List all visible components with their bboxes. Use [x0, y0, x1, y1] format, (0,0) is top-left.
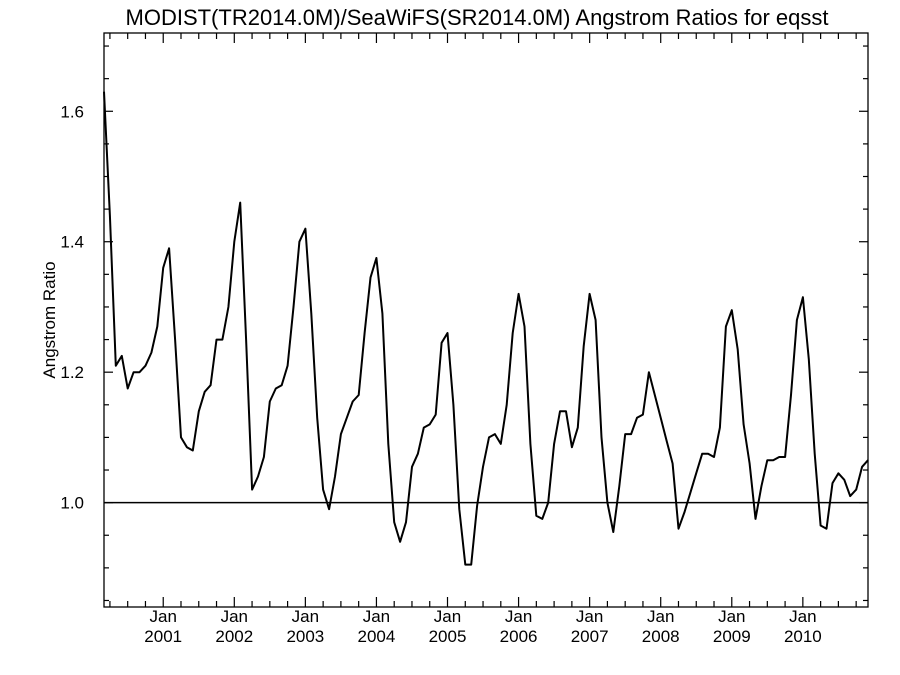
x-tick-month-label: Jan	[221, 607, 248, 626]
x-tick-year-label: 2002	[215, 627, 253, 646]
x-tick-year-label: 2009	[713, 627, 751, 646]
x-tick-year-label: 2007	[571, 627, 609, 646]
x-tick-year-label: 2006	[500, 627, 538, 646]
y-tick-label: 1.6	[60, 102, 84, 121]
y-tick-label: 1.2	[60, 363, 84, 382]
x-tick-month-label: Jan	[505, 607, 532, 626]
x-tick-month-label: Jan	[647, 607, 674, 626]
x-tick-month-label: Jan	[789, 607, 816, 626]
x-tick-month-label: Jan	[150, 607, 177, 626]
x-tick-month-label: Jan	[292, 607, 319, 626]
x-tick-month-label: Jan	[434, 607, 461, 626]
y-axis-label: Angstrom Ratio	[40, 261, 59, 378]
y-axis-tick-labels: 1.0 1.2 1.4 1.6	[60, 102, 84, 512]
x-tick-year-label: 2005	[429, 627, 467, 646]
x-tick-year-label: 2008	[642, 627, 680, 646]
x-tick-year-label: 2001	[144, 627, 182, 646]
series-line	[103, 91, 869, 566]
x-axis-tick-labels: Jan2001Jan2002Jan2003Jan2004Jan2005Jan20…	[144, 607, 821, 646]
y-axis-ticks	[104, 45, 868, 602]
x-tick-year-label: 2004	[358, 627, 396, 646]
x-tick-month-label: Jan	[718, 607, 745, 626]
x-tick-year-label: 2010	[784, 627, 822, 646]
plot-frame	[103, 32, 869, 608]
y-tick-label: 1.4	[60, 233, 84, 252]
x-tick-year-label: 2003	[286, 627, 324, 646]
x-tick-month-label: Jan	[363, 607, 390, 626]
chart-title: MODIST(TR2014.0M)/SeaWiFS(SR2014.0M) Ang…	[126, 5, 829, 30]
x-axis-ticks	[109, 33, 857, 607]
x-tick-month-label: Jan	[576, 607, 603, 626]
y-tick-label: 1.0	[60, 494, 84, 513]
